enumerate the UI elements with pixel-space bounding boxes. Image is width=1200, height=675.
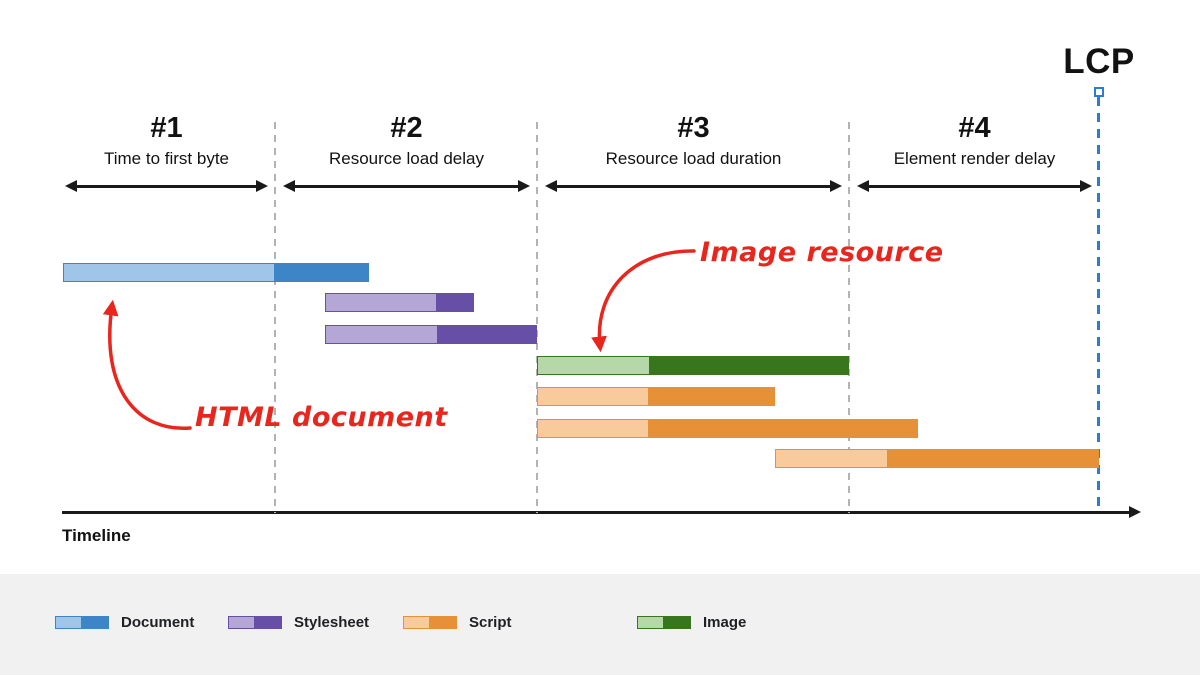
phase-number: #3 [677, 112, 710, 144]
legend-swatch-stylesheet-icon [228, 616, 282, 629]
legend: Document Stylesheet Script Image [0, 574, 1200, 675]
legend-item-image: Image [637, 614, 746, 631]
script-bar [775, 449, 1099, 468]
document-bar-dark-segment [274, 263, 369, 282]
html-document-arrow-icon [102, 299, 192, 430]
phase-label: Resource load delay [329, 149, 484, 168]
phase-range-arrow-shaft [291, 185, 522, 188]
stylesheet-bar-dark-segment [437, 325, 537, 344]
phase-range-arrow-icon [857, 180, 1092, 193]
lcp-marker-icon [1094, 87, 1104, 97]
phase-range-arrow-shaft [865, 185, 1084, 188]
script-bar [537, 419, 918, 438]
phase-3: #3 Resource load duration [545, 112, 842, 194]
phase-label: Element render delay [893, 149, 1056, 168]
stylesheet-bar [325, 293, 474, 312]
phase-2: #2 Resource load delay [283, 112, 530, 194]
script-bar-dark-segment [648, 419, 918, 438]
legend-swatch-dark-half [663, 616, 691, 629]
lcp-dashed-line [1097, 97, 1100, 513]
legend-swatch-dark-half [254, 616, 282, 629]
phase-number: #1 [150, 112, 183, 144]
legend-item-document: Document [55, 614, 194, 631]
phase-range-arrow-icon [545, 180, 842, 193]
phase-number: #2 [390, 112, 423, 144]
phase-divider-line [274, 122, 276, 513]
legend-item-script: Script [403, 614, 512, 631]
lcp-title: LCP [1063, 42, 1135, 81]
phase-divider-line [848, 122, 850, 513]
stylesheet-bar [325, 325, 537, 344]
legend-swatch-script-icon [403, 616, 457, 629]
script-bar-dark-segment [648, 387, 775, 406]
legend-swatch-image-icon [637, 616, 691, 629]
phase-number: #4 [958, 112, 991, 144]
phase-1: #1 Time to first byte [65, 112, 268, 194]
legend-swatch-dark-half [81, 616, 109, 629]
script-bar-dark-segment [887, 449, 1099, 468]
phase-range-arrow-icon [65, 180, 268, 193]
phase-range-arrow-icon [283, 180, 530, 193]
phase-range-arrow-shaft [553, 185, 834, 188]
script-bar [537, 387, 775, 406]
phase-divider-line [536, 122, 538, 513]
phase-4: #4 Element render delay [857, 112, 1092, 194]
legend-swatch-document-icon [55, 616, 109, 629]
legend-label: Document [121, 614, 195, 631]
legend-label: Stylesheet [294, 614, 370, 631]
legend-label: Image [703, 614, 747, 631]
image-resource-arrow-icon [591, 249, 696, 353]
legend-swatch-dark-half [429, 616, 457, 629]
stylesheet-bar-dark-segment [436, 293, 474, 312]
image-bar-dark-segment [649, 356, 849, 375]
annotation-html-document: HTML document [195, 402, 448, 433]
image-bar [537, 356, 849, 375]
timeline-label: Timeline [62, 526, 131, 545]
legend-label: Script [469, 614, 512, 631]
annotation-image-resource: Image resource [700, 237, 944, 268]
timeline-axis [62, 506, 1141, 518]
phase-range-arrow-shaft [73, 185, 260, 188]
phase-label: Resource load duration [605, 149, 782, 168]
document-bar [63, 263, 369, 282]
legend-item-stylesheet: Stylesheet [228, 614, 369, 631]
phase-label: Time to first byte [103, 149, 229, 168]
